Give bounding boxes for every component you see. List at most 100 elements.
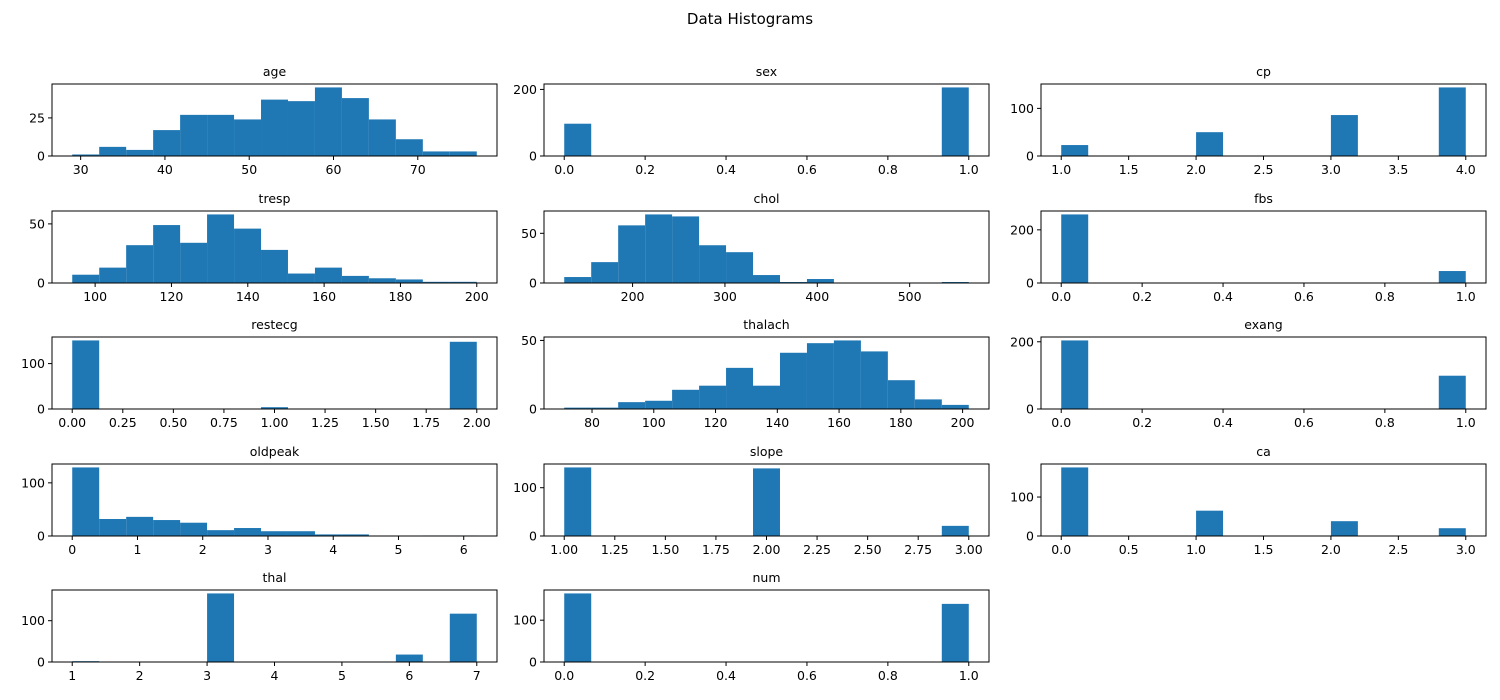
axes-frame (1040, 336, 1487, 410)
y-tick-label: 0 (37, 529, 45, 544)
y-tick-label: 100 (21, 475, 45, 490)
x-tick-label: 0.5 (1119, 542, 1139, 557)
x-tick-label: 1.50 (362, 415, 390, 430)
histogram-bar (126, 516, 154, 536)
histogram-bar (314, 87, 342, 156)
x-tick-label: 2 (136, 668, 144, 683)
x-tick-label: 0.00 (58, 415, 86, 430)
x-tick-label: 1.0 (1456, 289, 1476, 304)
y-tick-label: 50 (521, 226, 537, 241)
axes-frame (543, 210, 990, 284)
histogram-bar (1061, 214, 1089, 283)
histogram-bar (726, 367, 754, 409)
x-tick-label: 0.6 (797, 162, 817, 177)
y-tick-label: 25 (29, 110, 45, 125)
x-tick-label: 3.0 (1321, 162, 1341, 177)
histogram-bar (699, 385, 727, 409)
histogram-restecg: restecg 0.00 0.25 0.50 0.75 1.00 1.25 1.50 1.75 2… (21, 317, 498, 430)
x-tick-label: 0.2 (635, 162, 655, 177)
x-tick-label: 0.8 (1375, 289, 1395, 304)
x-tick-label: 1.0 (959, 668, 979, 683)
histogram-bar (726, 252, 754, 283)
histogram-bar (1438, 528, 1466, 536)
histogram-thal: thal 1 2 3 4 5 6 7 0 100 (21, 570, 498, 683)
histogram-bar (72, 340, 100, 409)
histogram-thalach: thalach 80 100 120 140 160 180 200 0 50 (521, 317, 990, 430)
histogram-bar (1061, 145, 1089, 156)
histogram-bar (672, 216, 700, 283)
y-tick-label: 0 (37, 402, 45, 417)
subplot-title: age (263, 64, 287, 79)
histogram-sex: sex 0.0 0.2 0.4 0.6 0.8 1.0 0 200 (513, 64, 990, 177)
x-tick-label: 4 (271, 668, 279, 683)
histogram-bar (72, 467, 100, 536)
subplot-title: chol (754, 191, 780, 206)
x-tick-label: 1.0 (1456, 415, 1476, 430)
y-tick-label: 0 (1026, 529, 1034, 544)
histogram-bar (564, 467, 592, 536)
x-tick-label: 1 (68, 668, 76, 683)
axes-frame (51, 83, 498, 157)
x-tick-label: 200 (951, 415, 975, 430)
y-tick-label: 0 (1026, 402, 1034, 417)
histogram-bar (261, 249, 288, 283)
y-tick-label: 100 (513, 613, 537, 628)
x-tick-label: 0.50 (159, 415, 187, 430)
x-tick-label: 1.25 (601, 542, 629, 557)
histogram-bar (941, 87, 969, 156)
axes-frame (1040, 83, 1487, 157)
y-tick-label: 200 (1010, 222, 1034, 237)
y-tick-label: 0 (1026, 149, 1034, 164)
x-tick-label: 0.0 (1051, 289, 1071, 304)
x-tick-label: 6 (405, 668, 413, 683)
histogram-bar (806, 279, 834, 283)
histogram-bar (941, 603, 969, 662)
y-tick-label: 0 (529, 655, 537, 670)
x-tick-label: 0.2 (1132, 289, 1152, 304)
x-tick-label: 40 (157, 162, 173, 177)
histogram-slope: slope 1.00 1.25 1.50 1.75 2.00 2.25 2.50 2.75 3.0… (513, 444, 990, 557)
histogram-bar (591, 262, 619, 283)
histogram-bar (1061, 467, 1089, 536)
histogram-num: num 0.0 0.2 0.4 0.6 0.8 1.0 0 100 (513, 570, 990, 683)
histogram-bar (591, 407, 619, 409)
histogram-bar (753, 468, 780, 536)
histogram-bar (341, 98, 369, 156)
histogram-bar (180, 114, 208, 156)
x-tick-label: 1.0 (1051, 162, 1071, 177)
histogram-bar (126, 149, 154, 156)
x-tick-label: 0.0 (554, 162, 574, 177)
x-tick-label: 120 (160, 289, 184, 304)
axes-frame (543, 589, 990, 663)
histogram-bar (449, 281, 477, 283)
x-tick-label: 3 (264, 542, 272, 557)
histogram-bar (261, 407, 288, 409)
x-tick-label: 70 (410, 162, 426, 177)
x-tick-label: 2 (199, 542, 207, 557)
x-tick-label: 0.4 (716, 668, 736, 683)
y-tick-label: 100 (21, 613, 45, 628)
subplot-title: exang (1244, 317, 1282, 332)
histogram-bar (753, 275, 780, 283)
histogram-exang: exang 0.0 0.2 0.4 0.6 0.8 1.0 0 200 (1010, 317, 1487, 430)
histogram-bar (449, 613, 477, 662)
y-tick-label: 0 (37, 276, 45, 291)
histogram-bar (180, 522, 208, 536)
histogram-bar (287, 273, 315, 283)
y-tick-label: 100 (1010, 490, 1034, 505)
subplot-title: cp (1256, 64, 1271, 79)
x-tick-label: 1 (133, 542, 141, 557)
x-tick-label: 7 (473, 668, 481, 683)
y-tick-label: 0 (1026, 276, 1034, 291)
histogram-chol: chol 200 300 400 500 0 50 (521, 191, 990, 304)
histogram-bar (207, 530, 235, 536)
histogram-tresp: tresp 100 120 140 160 180 200 0 50 (29, 191, 498, 304)
x-tick-label: 0.4 (1213, 289, 1233, 304)
histogram-bar (126, 245, 154, 283)
axes-frame (1040, 210, 1487, 284)
x-tick-label: 4.0 (1456, 162, 1476, 177)
histogram-cp: cp 1.0 1.5 2.0 2.5 3.0 3.5 4.0 0 100 (1010, 64, 1487, 177)
figure-title: Data Histograms (686, 10, 814, 28)
x-tick-label: 1.75 (702, 542, 730, 557)
histogram-bar (1061, 340, 1089, 409)
